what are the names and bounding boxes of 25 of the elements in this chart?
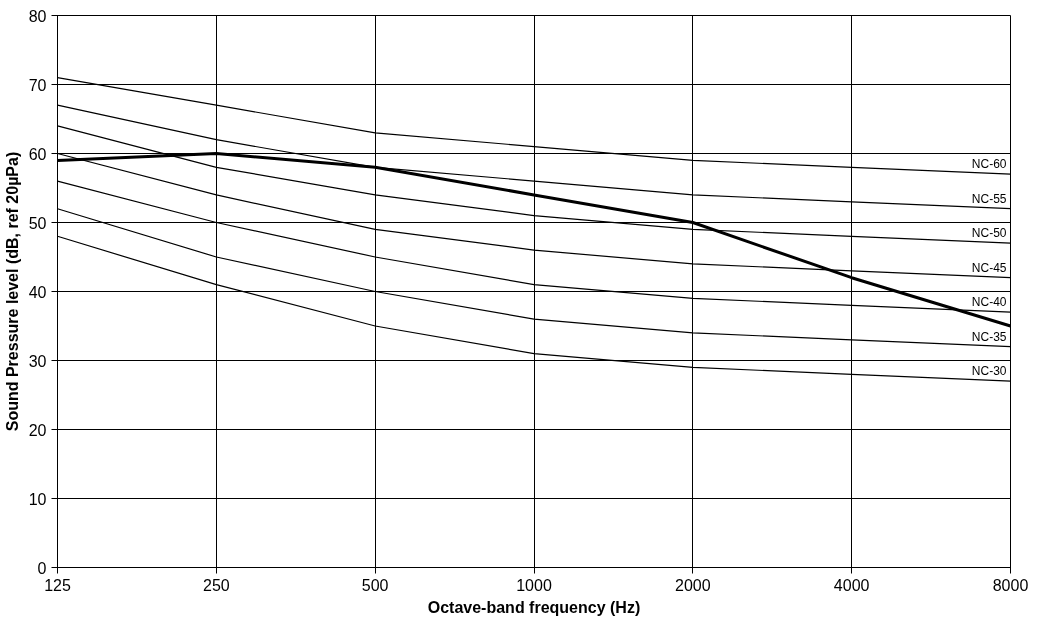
x-tick-label: 4000 bbox=[833, 576, 870, 594]
y-tick-label: 40 bbox=[28, 283, 47, 301]
series-label: NC-50 bbox=[971, 226, 1007, 241]
series-label: NC-60 bbox=[971, 157, 1007, 172]
y-tick-label: 20 bbox=[28, 421, 47, 439]
x-tick-label: 125 bbox=[44, 576, 71, 594]
x-tick-label: 2000 bbox=[675, 576, 711, 594]
series-label: NC-35 bbox=[971, 329, 1007, 344]
y-tick-label: 50 bbox=[28, 214, 47, 232]
x-tick-label: 250 bbox=[202, 576, 230, 594]
series-label: NC-40 bbox=[971, 295, 1007, 310]
x-axis-title: Octave-band frequency (Hz) bbox=[427, 598, 641, 616]
series-label: NC-30 bbox=[971, 364, 1007, 379]
y-tick-label: 0 bbox=[37, 559, 47, 577]
y-tick-label: 70 bbox=[28, 76, 47, 94]
x-tick-label: 500 bbox=[361, 576, 389, 594]
y-tick-label: 80 bbox=[28, 7, 47, 25]
y-tick-label: 60 bbox=[28, 145, 47, 163]
y-axis-title: Sound Pressure level (dB, ref 20µPa) bbox=[3, 151, 21, 432]
y-tick-label: 10 bbox=[28, 490, 47, 508]
series-label: NC-45 bbox=[971, 260, 1007, 275]
y-tick-label: 30 bbox=[28, 352, 47, 370]
series-label: NC-55 bbox=[971, 191, 1007, 206]
x-tick-label: 1000 bbox=[516, 576, 552, 594]
x-tick-label: 8000 bbox=[992, 576, 1029, 594]
